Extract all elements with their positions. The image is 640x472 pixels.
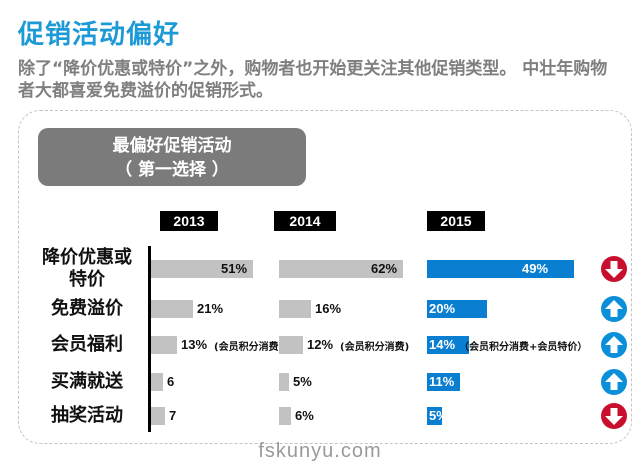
value-label-2014-1: 16% [315, 301, 342, 316]
note-2013-2: (会员积分消费) [214, 342, 284, 353]
bar-2015-1 [427, 300, 487, 318]
bar-2014-4 [279, 407, 291, 425]
value-label-2013-3: 6 [167, 374, 175, 389]
bar-2014-0 [279, 260, 403, 278]
arrow-up-glyph-1 [605, 300, 623, 317]
value-label-2015-0: 49% [522, 261, 549, 276]
bar-2014-2 [279, 336, 303, 354]
year-label-2014: 2014 [274, 211, 336, 231]
page-title: 促销活动偏好 [18, 20, 181, 50]
chart-header: 最偏好促销活动 （ 第一选择 ） [38, 128, 306, 186]
bar-2015-4 [427, 407, 442, 425]
trend-down-icon-0 [601, 256, 627, 282]
arrow-down-glyph-4 [605, 408, 623, 425]
bar-2013-0 [151, 260, 253, 278]
bar-2014-3 [279, 373, 289, 391]
trend-up-icon-1 [601, 296, 627, 322]
bar-2015-3 [427, 373, 460, 391]
chart-header-line1: 最偏好促销活动 [112, 136, 232, 156]
value-label-2014-0: 62% [371, 261, 398, 276]
value-label-2014-2: 12% [307, 337, 334, 352]
bar-2015-0 [427, 260, 574, 278]
bar-2013-1 [151, 300, 193, 318]
bar-2013-4 [151, 407, 165, 425]
watermark: fskunyu.com [258, 440, 382, 462]
category-label-0: 降价优惠或 特价 [28, 247, 146, 291]
category-label-4: 抽奖活动 [51, 405, 123, 426]
note-2015-2: （会员积分消费+会员特价） [459, 342, 588, 353]
value-label-2015-3: 11% [429, 374, 455, 389]
year-label-2013: 2013 [160, 211, 218, 231]
bar-2015-2 [427, 336, 469, 354]
chart-header-line2: （ 第一选择 ） [115, 160, 229, 180]
value-label-2013-0: 51% [221, 261, 248, 276]
page-subtitle: 除了“降价优惠或特价”之外，购物者也开始更关注其他促销类型。 中壮年购物者大都喜… [18, 59, 608, 101]
value-label-2015-4: 5% [429, 408, 448, 423]
trend-down-icon-4 [601, 403, 627, 429]
arrow-up-glyph-3 [605, 373, 623, 390]
value-label-2013-4: 7 [169, 408, 177, 423]
chart-panel [18, 110, 632, 444]
arrow-up-glyph-2 [605, 336, 623, 353]
bar-2014-1 [279, 300, 311, 318]
value-label-2013-2: 13% [181, 337, 208, 352]
value-label-2015-2: 14% [429, 337, 456, 352]
bar-2013-2 [151, 336, 177, 354]
trend-up-icon-2 [601, 332, 627, 358]
value-label-2014-3: 5% [293, 374, 312, 389]
category-label-1: 免费溢价 [51, 298, 123, 319]
category-axis [148, 246, 151, 432]
category-label-0-line1: 降价优惠或 [42, 247, 132, 268]
category-label-2: 会员福利 [51, 334, 123, 355]
value-label-2013-1: 21% [197, 301, 224, 316]
note-2014-2: (会员积分消费) [340, 342, 410, 353]
value-label-2014-4: 6% [295, 408, 314, 423]
category-label-3: 买满就送 [51, 371, 123, 392]
arrow-down-glyph-0 [605, 261, 623, 278]
bar-2013-3 [151, 373, 163, 391]
value-label-2015-1: 20% [429, 301, 456, 316]
year-label-2015: 2015 [427, 211, 485, 231]
trend-up-icon-3 [601, 369, 627, 395]
category-label-0-line2: 特价 [69, 269, 105, 290]
